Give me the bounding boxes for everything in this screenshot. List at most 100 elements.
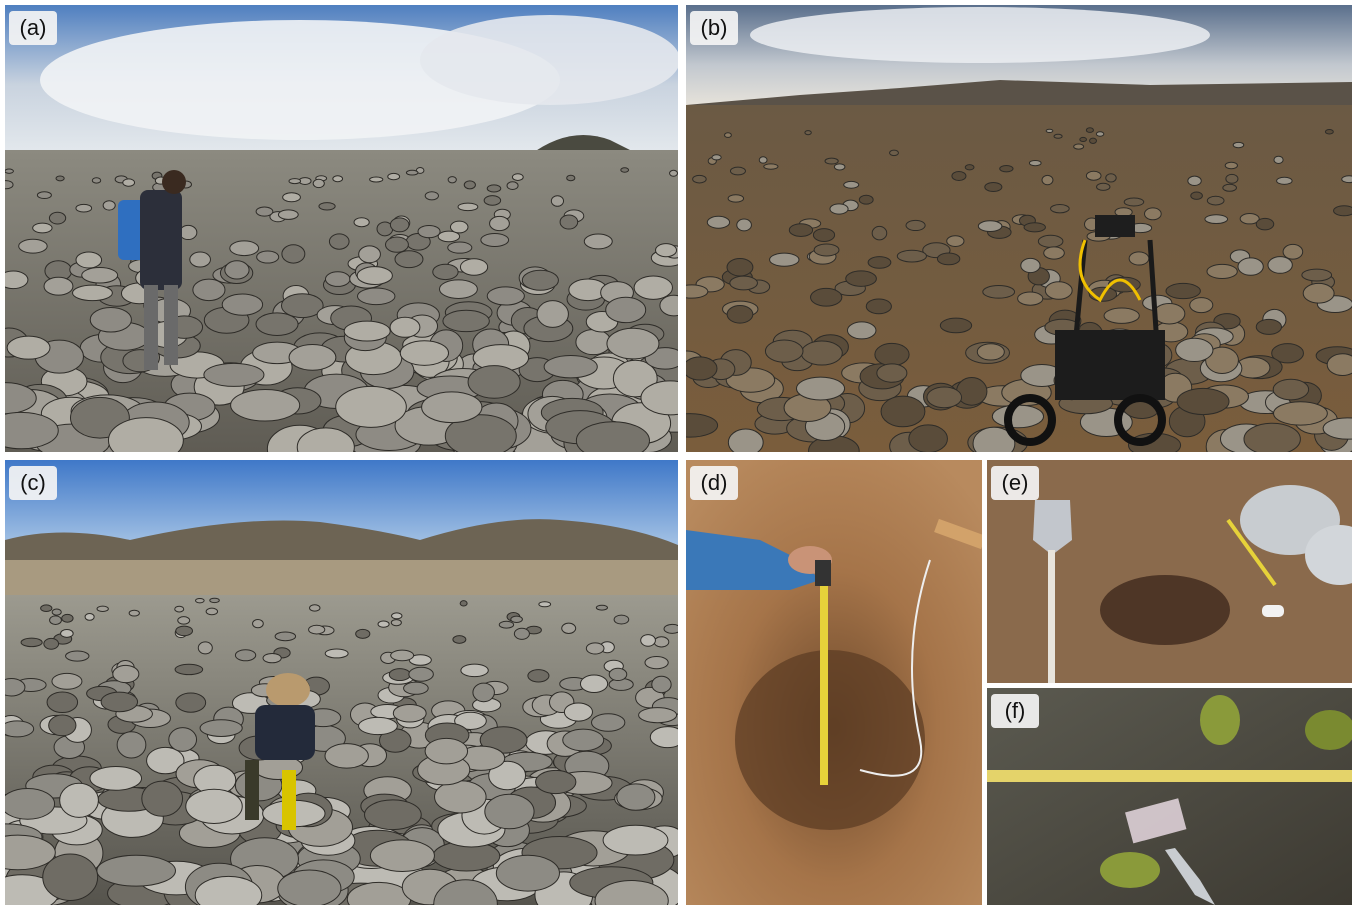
rock [513,627,530,640]
rock [388,668,411,682]
rock [559,214,579,230]
rock [5,787,56,820]
rock [926,386,963,409]
rock [194,875,263,905]
photo-d [686,460,982,905]
rock [230,389,301,422]
rock [256,250,280,264]
rock [43,276,74,296]
ground [987,688,1352,905]
cable [859,559,931,777]
rock [486,286,525,306]
rock [1175,337,1214,363]
rock [203,362,265,387]
rock [1224,161,1238,170]
knife [1165,848,1215,905]
rock [60,629,74,638]
rock [179,224,198,241]
moss [1100,852,1160,888]
rock [5,720,35,738]
rock [543,355,598,379]
rock [1044,281,1073,300]
shovel-blade [1033,500,1072,555]
rock [865,298,892,315]
rock [536,300,569,328]
rock [1103,307,1140,324]
rock [459,600,468,607]
handle [934,518,982,550]
rock [91,177,102,184]
rock [951,170,967,182]
rock [355,628,371,639]
rock [168,727,198,752]
rock [880,395,926,428]
rock [1237,257,1264,276]
rock [432,263,459,281]
rock [96,605,109,612]
rock [908,424,948,452]
rock [1144,207,1162,221]
rock [5,678,26,697]
rock [1079,136,1087,143]
rock [1282,243,1304,260]
rock [651,675,672,694]
person [118,170,186,370]
rock [89,306,132,333]
rock [75,251,103,269]
tape-measure [820,575,828,785]
rock [199,719,243,737]
photo-a [5,5,678,452]
rock [1324,129,1334,135]
panel-label: (b) [701,15,728,40]
rock [1073,143,1085,150]
rock [763,163,779,170]
rock [956,377,988,406]
rock [281,244,306,264]
rock [813,243,840,257]
moss [1200,695,1240,745]
rock [1273,401,1328,426]
rock [438,279,478,299]
rock [804,130,812,136]
rock [72,284,113,302]
rock [964,164,975,171]
rock [498,620,515,629]
rock [1267,256,1293,274]
rock [527,669,550,683]
rock [686,356,718,381]
rock [1205,346,1239,375]
rock [1273,155,1284,164]
rock [845,270,877,287]
rock [36,191,52,200]
rock [384,236,409,253]
rock [1341,175,1352,184]
rock [946,235,965,247]
rock [122,178,136,187]
rock [280,293,324,319]
rock [32,222,53,234]
rock [649,726,678,749]
rock [51,672,83,690]
rocks [686,127,1352,452]
rock [812,228,836,242]
label-box [690,466,738,500]
rock [550,195,565,207]
rock [274,631,297,642]
rock [483,195,502,206]
rock [489,215,510,232]
rock [594,880,669,905]
rock [488,760,527,791]
rock [1123,197,1145,207]
rock [48,211,67,225]
rock [262,652,282,664]
rock [356,266,393,285]
rock [5,168,14,174]
moss [1305,710,1352,750]
rock [608,667,628,682]
rock [390,619,402,627]
rock [982,285,1016,299]
rock [59,782,99,818]
pit [735,650,925,830]
rock [1028,159,1042,167]
label-box [690,11,738,45]
